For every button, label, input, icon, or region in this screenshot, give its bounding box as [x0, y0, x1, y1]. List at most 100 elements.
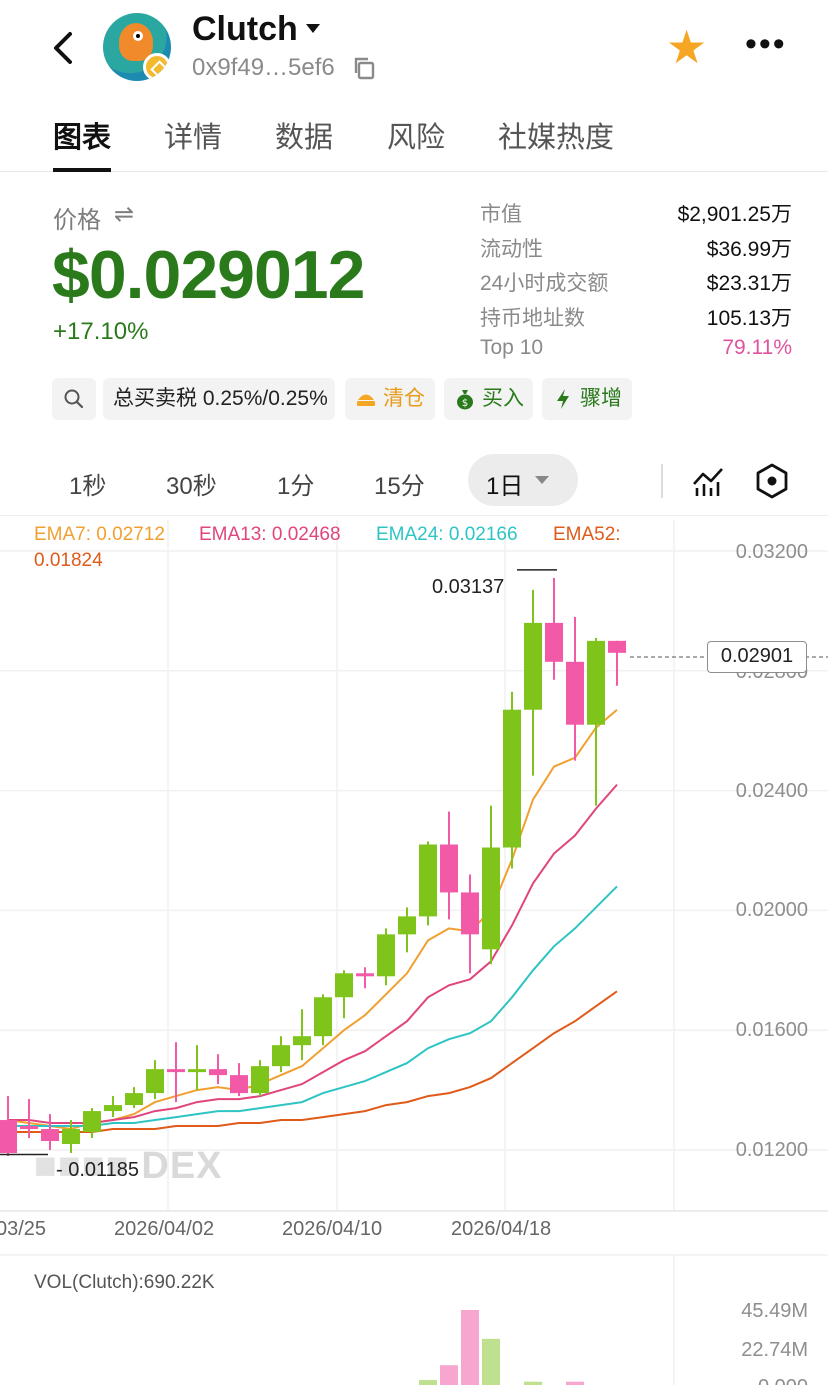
chart-top-border — [0, 515, 828, 516]
y-tick-label: 0.01200 — [735, 1139, 808, 1161]
tab-chart[interactable]: 图表 — [53, 122, 112, 154]
candle-body — [104, 1105, 122, 1112]
search-chip[interactable] — [52, 378, 96, 420]
tab-social[interactable]: 社媒热度 — [498, 122, 615, 154]
money-bag-icon: $ — [457, 390, 473, 410]
indicator-icon[interactable] — [691, 464, 725, 498]
watermark-text: DEX — [141, 1145, 223, 1187]
contract-address: 0x9f49…5ef6 — [192, 54, 335, 81]
tab-data[interactable]: 数据 — [275, 122, 334, 154]
candle-body — [41, 1129, 59, 1142]
stat-value: $2,901.25万 — [677, 203, 792, 226]
interval-30s[interactable]: 30秒 — [166, 473, 217, 500]
volume-bar — [461, 1309, 479, 1385]
favorite-star-icon[interactable]: ★ — [666, 21, 708, 73]
tab-details[interactable]: 详情 — [164, 122, 223, 154]
clear-label: 清仓 — [383, 387, 425, 410]
x-tick-label: 03/25 — [0, 1218, 47, 1240]
token-stats: 市值 $2,901.25万 流动性 $36.99万 24小时成交额 $23.31万 持… — [480, 195, 792, 368]
token-avatar — [103, 13, 171, 81]
volume-bar — [524, 1381, 542, 1385]
candle-body — [293, 1036, 311, 1046]
volume-bar — [566, 1381, 584, 1385]
candle-body — [230, 1075, 248, 1094]
volume-bar — [419, 1380, 437, 1385]
interval-1s[interactable]: 1秒 — [69, 473, 107, 500]
candle-body — [209, 1069, 227, 1076]
candle-body — [0, 1120, 17, 1153]
stat-key: Top 10 — [480, 336, 544, 360]
candle-body — [419, 844, 437, 917]
chevron-down-icon[interactable] — [306, 24, 320, 33]
stat-row: 24小时成交额 $23.31万 — [480, 264, 792, 299]
stat-key: 市值 — [480, 203, 522, 226]
ema52-label: EMA52: — [553, 524, 621, 545]
stat-value: $36.99万 — [706, 237, 792, 261]
back-arrow-icon[interactable] — [46, 28, 82, 68]
volume-y-tick: 0.000 — [758, 1376, 808, 1385]
candle-body — [188, 1069, 206, 1073]
tax-chip[interactable]: 总买卖税 0.25%/0.25% — [103, 378, 335, 420]
current-price: $0.029012 — [52, 237, 365, 313]
candle-body — [20, 1126, 38, 1130]
candle-body — [314, 997, 332, 1037]
tab-risk[interactable]: 风险 — [387, 122, 446, 154]
candle-body — [146, 1069, 164, 1094]
candle-body — [251, 1066, 269, 1094]
candle-body — [398, 916, 416, 935]
stat-row: 流动性 $36.99万 — [480, 230, 792, 265]
y-tick-label: 0.01600 — [735, 1019, 808, 1041]
watermark: ■■■■ DEX — [34, 1145, 223, 1187]
swap-currency-icon[interactable]: ⇌ — [114, 201, 135, 228]
x-tick-label: 2026/04/02 — [114, 1218, 215, 1240]
stat-value: 105.13万 — [706, 306, 792, 330]
copy-icon[interactable] — [352, 56, 376, 80]
ema-line-ema24 — [8, 885, 618, 1127]
low-price-value: 0.01185 — [68, 1159, 140, 1181]
x-tick-label: 2026/04/10 — [282, 1218, 383, 1240]
search-icon — [64, 389, 84, 409]
stat-row: Top 10 79.11% — [480, 333, 792, 368]
stat-value: $23.31万 — [706, 272, 792, 296]
ema-line-ema7 — [7, 708, 618, 1131]
chevron-down-icon — [535, 476, 549, 484]
candle-body — [83, 1111, 101, 1133]
clear-chip[interactable]: 清仓 — [345, 378, 435, 420]
candle-body — [377, 934, 395, 977]
token-title[interactable]: Clutch — [192, 10, 298, 48]
stat-value: 79.11% — [722, 336, 792, 360]
active-tab-underline — [53, 168, 111, 172]
ema13-label: EMA13: 0.02468 — [199, 524, 341, 545]
y-tick-label: 0.03200 — [735, 541, 808, 563]
low-price-label: - 0.01185 — [56, 1159, 140, 1181]
stat-row: 市值 $2,901.25万 — [480, 195, 792, 230]
y-tick-label: 0.02400 — [735, 780, 808, 802]
volume-y-tick: 22.74M — [741, 1339, 808, 1361]
ema-line-ema13 — [8, 783, 618, 1124]
ema24-label: EMA24: 0.02166 — [376, 524, 518, 545]
interval-1m[interactable]: 1分 — [277, 473, 315, 500]
candle-body — [440, 844, 458, 893]
x-tick-label: 2026/04/18 — [451, 1218, 552, 1240]
interval-1d[interactable]: 1日 — [468, 454, 578, 506]
candle-body — [524, 622, 542, 710]
surge-chip[interactable]: 骤增 — [542, 378, 632, 420]
tax-label: 总买卖税 0.25%/0.25% — [113, 387, 328, 410]
ema-line-ema52 — [8, 990, 618, 1133]
candle-body — [461, 892, 479, 935]
candle-body — [566, 661, 584, 725]
lightning-icon — [557, 389, 569, 409]
chain-badge-icon — [143, 53, 171, 81]
stat-key: 流动性 — [480, 237, 543, 261]
price-change: +17.10% — [53, 318, 149, 345]
settings-hexagon-icon[interactable] — [754, 462, 790, 500]
interval-15m[interactable]: 15分 — [374, 473, 425, 500]
stat-key: 持币地址数 — [480, 306, 585, 330]
buy-chip[interactable]: $ 买入 — [444, 378, 533, 420]
candle-body — [587, 640, 605, 725]
stat-row: 持币地址数 105.13万 — [480, 299, 792, 334]
volume-y-tick: 45.49M — [741, 1300, 808, 1322]
stat-key: 24小时成交额 — [480, 272, 609, 296]
candle-body — [167, 1069, 185, 1073]
